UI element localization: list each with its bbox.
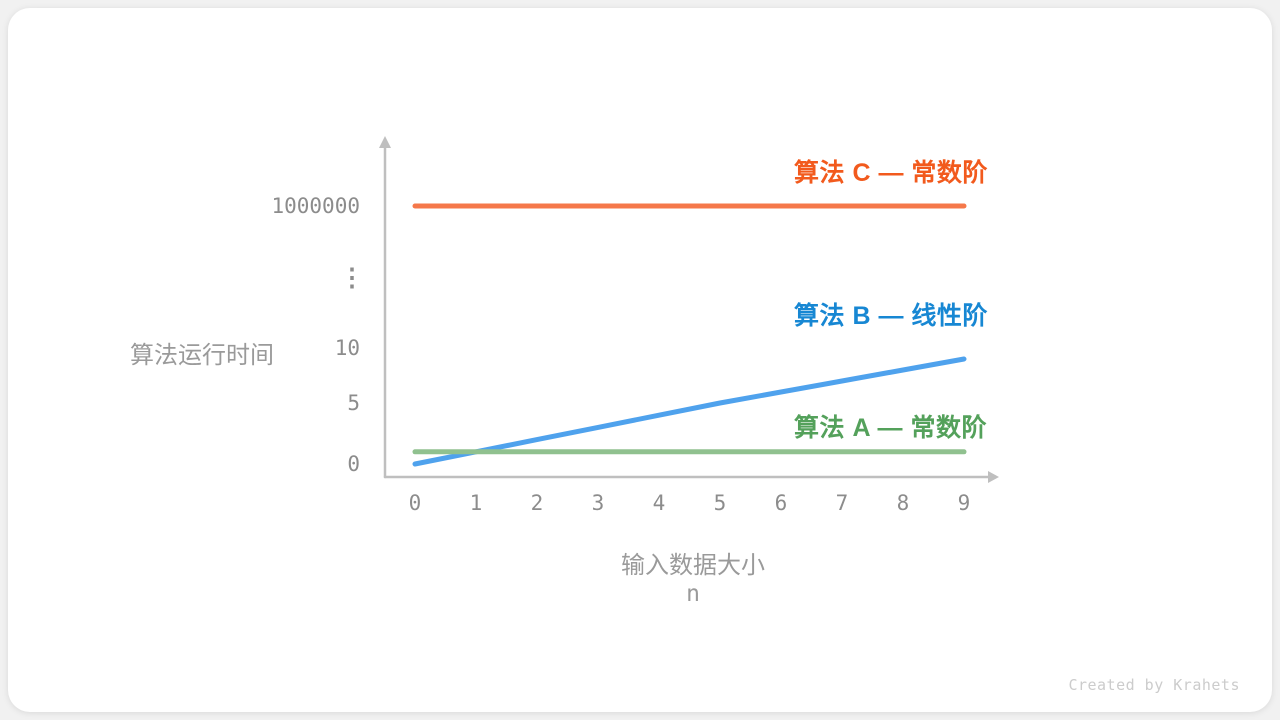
x-tick-label: 0 bbox=[408, 491, 422, 515]
x-tick-label: 7 bbox=[835, 491, 849, 515]
x-axis-unit: n bbox=[686, 581, 700, 607]
y-axis-title: 算法运行时间 bbox=[130, 342, 274, 369]
y-axis-break-dots: ⋮ bbox=[339, 262, 365, 292]
y-axis-arrow bbox=[379, 136, 391, 148]
x-tick-label: 3 bbox=[591, 491, 605, 515]
x-axis-arrow bbox=[988, 471, 999, 483]
y-tick-label: 0 bbox=[347, 452, 360, 476]
legend-label-algorithm-c: 算法 C — 常数阶 bbox=[794, 159, 988, 187]
x-tick-label: 1 bbox=[469, 491, 483, 515]
legend-label-algorithm-a: 算法 A — 常数阶 bbox=[794, 414, 987, 442]
x-tick-label: 5 bbox=[713, 491, 727, 515]
x-tick-label: 6 bbox=[774, 491, 788, 515]
figure-card bbox=[8, 8, 1272, 712]
y-tick-label: 5 bbox=[347, 391, 360, 415]
y-tick-label: 10 bbox=[334, 336, 360, 360]
x-axis-title: 输入数据大小 bbox=[621, 552, 765, 579]
x-tick-label: 2 bbox=[530, 491, 544, 515]
algorithm-b-line bbox=[412, 356, 967, 467]
y-tick-label: 1000000 bbox=[271, 194, 360, 218]
x-tick-label: 8 bbox=[896, 491, 910, 515]
legend-label-algorithm-b: 算法 B — 线性阶 bbox=[794, 302, 988, 330]
x-tick-label: 9 bbox=[957, 491, 971, 515]
credit-text: Created by Krahets bbox=[1068, 676, 1240, 694]
x-tick-label: 4 bbox=[652, 491, 666, 515]
